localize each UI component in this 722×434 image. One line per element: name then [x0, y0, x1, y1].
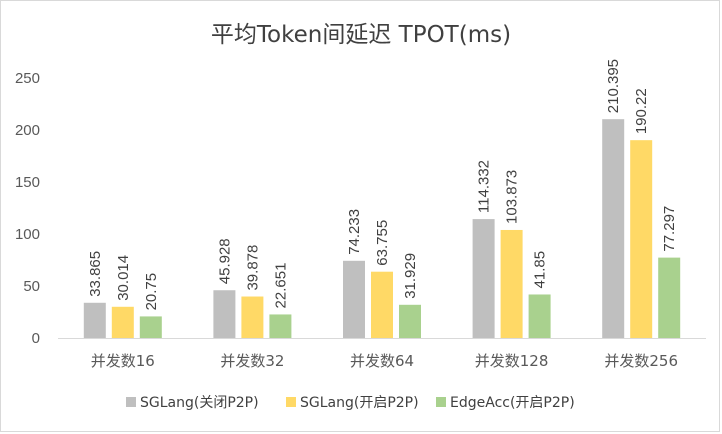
data-label: 63.755	[374, 220, 391, 266]
bar	[111, 306, 134, 338]
data-label: 31.929	[402, 253, 419, 299]
bar	[83, 302, 106, 338]
chart-title: 平均Token间延迟 TPOT(ms)	[211, 22, 511, 48]
y-tick-label: 250	[15, 70, 40, 87]
x-tick-label: 并发数128	[475, 352, 549, 370]
data-label: 45.928	[216, 238, 233, 284]
data-label: 74.233	[346, 209, 363, 255]
data-label: 20.75	[143, 273, 160, 311]
data-label: 41.85	[532, 251, 549, 289]
data-label: 33.865	[87, 251, 104, 297]
bar	[528, 294, 551, 338]
legend-item: SGLang(开启P2P)	[286, 395, 419, 411]
legend: SGLang(关闭P2P) SGLang(开启P2P) EdgeAcc(开启P2P)	[126, 395, 575, 411]
bar	[630, 140, 653, 338]
bar	[213, 290, 236, 338]
bar	[472, 219, 495, 338]
data-label: 30.014	[115, 255, 132, 301]
bar	[241, 296, 264, 338]
y-tick-label: 50	[23, 278, 40, 295]
x-tick-label: 并发数64	[350, 352, 414, 370]
bar	[399, 304, 421, 338]
y-axis: 0 50 100 150 200 250	[15, 70, 40, 347]
data-label: 190.22	[633, 88, 650, 134]
x-axis: 并发数16 并发数32 并发数64 并发数128 并发数256	[58, 338, 706, 370]
legend-swatch	[286, 397, 296, 407]
bar	[500, 229, 523, 338]
data-label: 114.332	[476, 160, 493, 213]
y-tick-label: 200	[15, 122, 40, 139]
bar	[343, 260, 365, 338]
x-tick-label: 并发数32	[220, 352, 284, 370]
bar	[602, 119, 625, 338]
data-label: 77.297	[661, 206, 678, 252]
legend-item: SGLang(关闭P2P)	[126, 395, 259, 411]
y-tick-label: 150	[15, 174, 40, 191]
legend-label: EdgeAcc(开启P2P)	[450, 395, 575, 411]
legend-swatch	[436, 397, 446, 407]
data-label: 210.395	[605, 59, 622, 113]
bar	[658, 257, 681, 338]
data-label: 39.878	[244, 245, 261, 291]
legend-label: SGLang(关闭P2P)	[140, 395, 259, 411]
bar	[371, 271, 393, 338]
y-tick-label: 100	[15, 226, 40, 243]
bar	[269, 314, 292, 338]
bar	[139, 316, 162, 338]
y-tick-label: 0	[32, 330, 40, 347]
bars: 33.865 30.014 20.75 45.928 39.878 22.651 74.23…	[83, 59, 681, 338]
data-label: 103.873	[504, 170, 521, 224]
legend-label: SGLang(开启P2P)	[300, 395, 419, 411]
legend-item: EdgeAcc(开启P2P)	[436, 395, 575, 411]
legend-swatch	[126, 397, 136, 407]
x-tick-label: 并发数16	[91, 352, 155, 370]
x-tick-label: 并发数256	[604, 352, 678, 370]
data-label: 22.651	[272, 263, 289, 309]
